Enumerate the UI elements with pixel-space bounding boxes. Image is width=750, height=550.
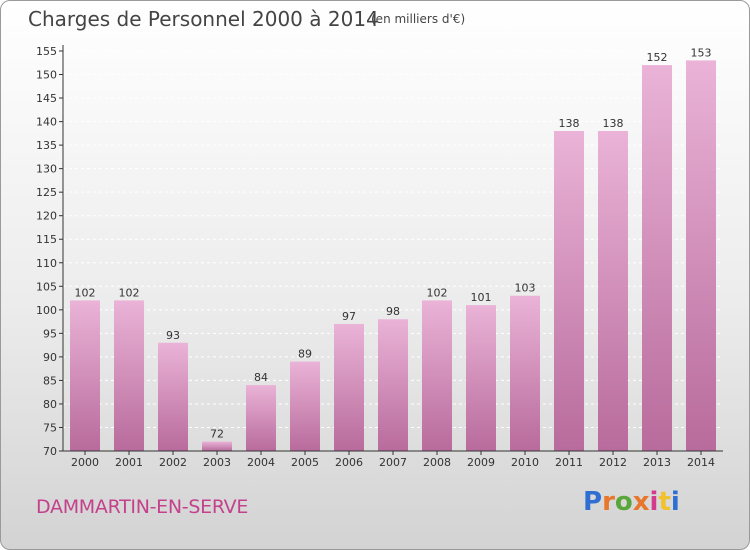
bar-2011[interactable] xyxy=(554,131,584,451)
x-tick-label: 2000 xyxy=(71,456,99,469)
x-tick-label: 2009 xyxy=(467,456,495,469)
bar-2004[interactable] xyxy=(246,385,276,451)
y-tick-label: 100 xyxy=(36,304,57,317)
data-label-2010: 103 xyxy=(515,282,536,295)
logo-letter: x xyxy=(632,487,650,517)
bar-2010[interactable] xyxy=(510,295,540,451)
x-tick-label: 2007 xyxy=(379,456,407,469)
logo-letter: o xyxy=(614,487,633,517)
bar-2005[interactable] xyxy=(290,361,320,451)
data-label-2009: 101 xyxy=(471,291,492,304)
y-tick-label: 145 xyxy=(36,92,57,105)
y-tick-label: 70 xyxy=(43,445,57,458)
y-tick-label: 115 xyxy=(36,233,57,246)
y-tick-label: 75 xyxy=(43,421,57,434)
bar-2014[interactable] xyxy=(686,60,716,451)
data-label-2006: 97 xyxy=(342,310,356,323)
bar-2002[interactable] xyxy=(158,342,188,451)
y-tick-label: 80 xyxy=(43,398,57,411)
x-tick-label: 2001 xyxy=(115,456,143,469)
y-tick-label: 150 xyxy=(36,69,57,82)
bar-2009[interactable] xyxy=(466,305,496,451)
data-label-2001: 102 xyxy=(119,286,140,299)
data-label-2013: 152 xyxy=(647,51,668,64)
x-tick-label: 2006 xyxy=(335,456,363,469)
chart-subtitle: (en milliers d'€) xyxy=(371,12,466,26)
x-tick-label: 2010 xyxy=(511,456,539,469)
x-tick-label: 2011 xyxy=(555,456,583,469)
x-tick-label: 2014 xyxy=(687,456,715,469)
logo-letter: t xyxy=(658,487,671,517)
x-tick-label: 2008 xyxy=(423,456,451,469)
proxiti-logo[interactable]: Proxiti xyxy=(583,487,680,517)
y-tick-label: 130 xyxy=(36,163,57,176)
data-label-2005: 89 xyxy=(298,348,312,361)
bar-2001[interactable] xyxy=(114,300,144,451)
commune-name: DAMMARTIN-EN-SERVE xyxy=(36,496,249,518)
data-label-2012: 138 xyxy=(603,117,624,130)
bar-2008[interactable] xyxy=(422,300,452,451)
logo-letter: i xyxy=(670,487,680,517)
data-label-2008: 102 xyxy=(427,286,448,299)
x-tick-label: 2013 xyxy=(643,456,671,469)
y-tick-label: 105 xyxy=(36,280,57,293)
data-label-2004: 84 xyxy=(254,371,268,384)
logo-letter: P xyxy=(583,487,603,517)
x-tick-label: 2002 xyxy=(159,456,187,469)
y-tick-label: 85 xyxy=(43,374,57,387)
logo-letter: i xyxy=(649,487,659,517)
y-tick-label: 125 xyxy=(36,186,57,199)
bar-2013[interactable] xyxy=(642,65,672,451)
bar-2007[interactable] xyxy=(378,319,408,451)
data-label-2000: 102 xyxy=(75,286,96,299)
x-tick-label: 2003 xyxy=(203,456,231,469)
y-tick-label: 140 xyxy=(36,116,57,129)
y-tick-label: 110 xyxy=(36,257,57,270)
data-label-2003: 72 xyxy=(210,428,224,441)
logo-letter: r xyxy=(602,487,615,517)
data-label-2007: 98 xyxy=(386,305,400,318)
x-tick-label: 2005 xyxy=(291,456,319,469)
data-label-2002: 93 xyxy=(166,329,180,342)
x-tick-label: 2004 xyxy=(247,456,275,469)
y-tick-label: 135 xyxy=(36,139,57,152)
bar-2000[interactable] xyxy=(70,300,100,451)
y-tick-label: 95 xyxy=(43,327,57,340)
bar-2006[interactable] xyxy=(334,323,364,451)
data-label-2011: 138 xyxy=(559,117,580,130)
bar-2003[interactable] xyxy=(202,441,232,451)
bar-2012[interactable] xyxy=(598,131,628,451)
y-tick-label: 155 xyxy=(36,45,57,58)
chart-title: Charges de Personnel 2000 à 2014 xyxy=(28,7,379,31)
y-tick-label: 120 xyxy=(36,210,57,223)
data-label-2014: 153 xyxy=(691,46,712,59)
x-tick-label: 2012 xyxy=(599,456,627,469)
y-tick-label: 90 xyxy=(43,351,57,364)
